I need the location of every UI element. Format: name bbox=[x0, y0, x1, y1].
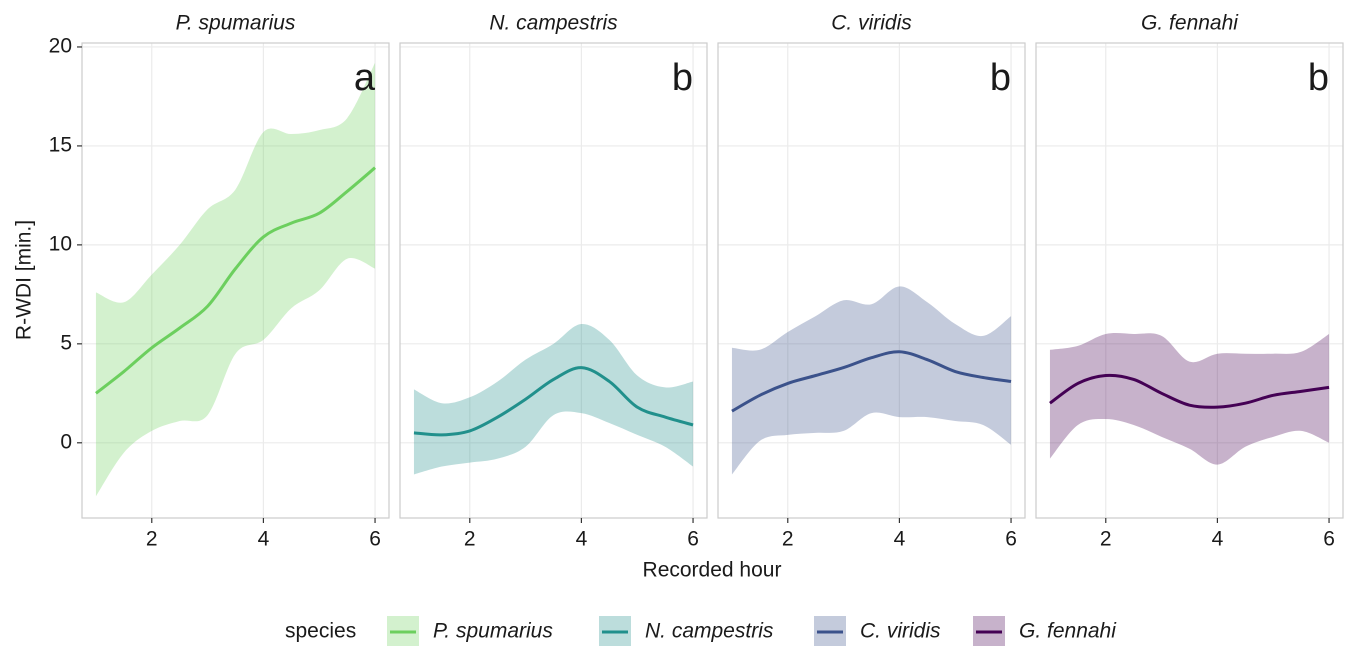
trend-line bbox=[413, 366, 694, 437]
panel-title: N. campestris bbox=[489, 12, 618, 35]
confidence-band bbox=[95, 62, 376, 497]
panel-label: b bbox=[1308, 57, 1329, 99]
y-axis-label: R-WDI [min.] bbox=[13, 220, 36, 340]
x-axis-label: Recorded hour bbox=[643, 559, 782, 582]
y-tick-label: 0 bbox=[60, 430, 72, 453]
panel-border bbox=[717, 42, 1026, 519]
x-tick-label: 4 bbox=[258, 528, 270, 551]
x-tick-label: 2 bbox=[146, 528, 158, 551]
confidence-band bbox=[731, 286, 1012, 475]
panel-border bbox=[81, 42, 390, 519]
y-tick-label: 10 bbox=[49, 232, 72, 255]
panel-background bbox=[718, 43, 1025, 518]
trend-line bbox=[1049, 373, 1330, 409]
x-tick-label: 2 bbox=[782, 528, 794, 551]
panel-title: C. viridis bbox=[831, 12, 912, 35]
x-tick-label: 6 bbox=[369, 528, 381, 551]
confidence-band bbox=[413, 324, 694, 475]
x-tick-label: 6 bbox=[1005, 528, 1017, 551]
trend-line bbox=[731, 350, 1012, 413]
legend-label: P. spumarius bbox=[433, 620, 553, 643]
x-tick-label: 4 bbox=[576, 528, 588, 551]
x-tick-label: 6 bbox=[687, 528, 699, 551]
x-tick-label: 6 bbox=[1323, 528, 1335, 551]
y-tick-label: 5 bbox=[60, 331, 72, 354]
legend-label: N. campestris bbox=[645, 620, 774, 643]
x-tick-label: 2 bbox=[464, 528, 476, 551]
panel-title: P. spumarius bbox=[176, 12, 296, 35]
panel-label: a bbox=[354, 57, 376, 99]
panel-label: b bbox=[990, 57, 1011, 99]
panel-background bbox=[400, 43, 707, 518]
legend-title: species bbox=[285, 620, 356, 643]
panel-border bbox=[1035, 42, 1344, 519]
x-tick-label: 4 bbox=[894, 528, 906, 551]
x-tick-label: 4 bbox=[1212, 528, 1224, 551]
panel-border bbox=[399, 42, 708, 519]
confidence-band bbox=[1049, 332, 1330, 465]
panel-label: b bbox=[672, 57, 693, 99]
x-tick-label: 2 bbox=[1100, 528, 1112, 551]
trend-line bbox=[95, 166, 377, 395]
panel-background bbox=[82, 43, 389, 518]
y-tick-label: 15 bbox=[49, 133, 72, 156]
legend-label: G. fennahi bbox=[1019, 620, 1117, 643]
y-tick-label: 20 bbox=[49, 35, 72, 58]
legend-label: C. viridis bbox=[860, 620, 941, 643]
panel-background bbox=[1036, 43, 1343, 518]
panel-title: G. fennahi bbox=[1141, 12, 1239, 35]
